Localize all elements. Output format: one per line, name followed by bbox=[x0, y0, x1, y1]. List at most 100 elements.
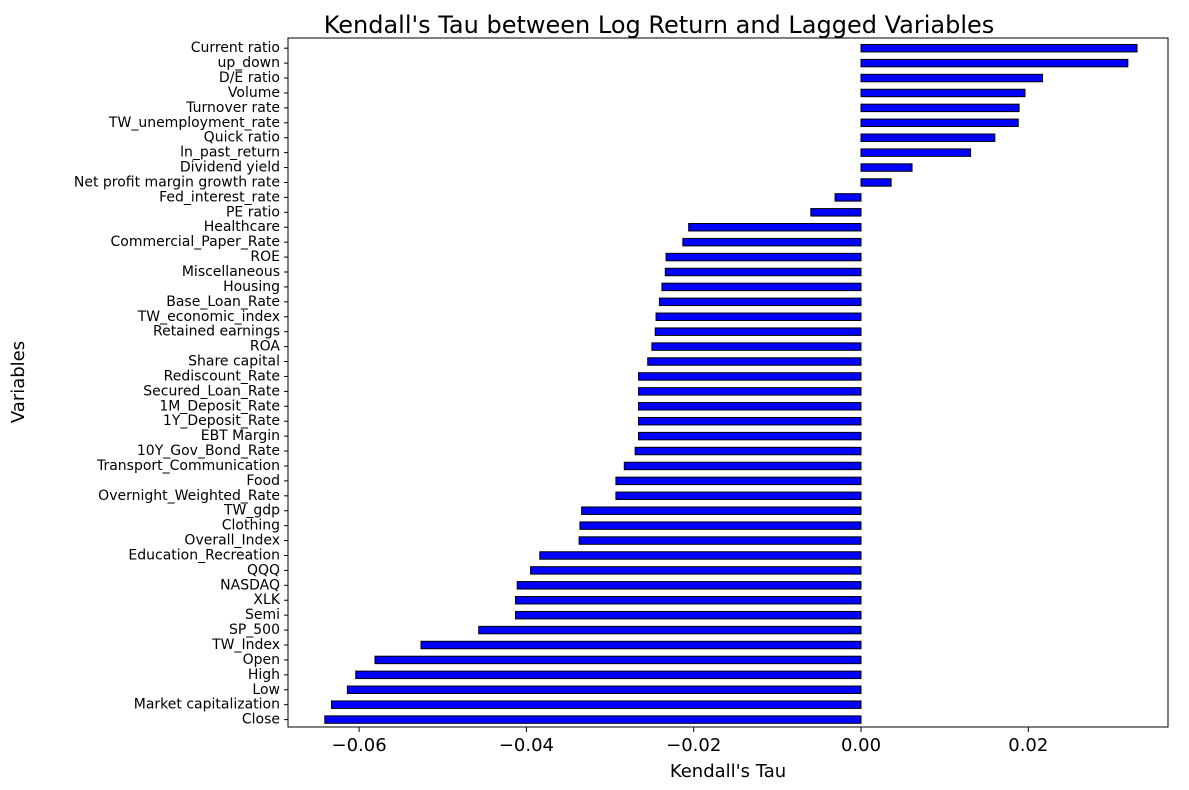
y-tick-label: TW_gdp bbox=[223, 503, 280, 519]
y-tick-label: Clothing bbox=[222, 518, 280, 534]
y-tick-label: 10Y_Gov_Bond_Rate bbox=[137, 443, 280, 459]
y-tick-label: High bbox=[248, 667, 280, 683]
bar bbox=[688, 223, 862, 232]
y-tick-label: Turnover rate bbox=[185, 100, 280, 116]
x-axis-title: Kendall's Tau bbox=[670, 761, 786, 782]
plot-frame bbox=[287, 37, 1169, 728]
y-tick-label: 1M_Deposit_Rate bbox=[159, 398, 280, 414]
bar bbox=[860, 118, 1019, 128]
y-tick-label: Commercial_Paper_Rate bbox=[111, 234, 280, 250]
bar bbox=[637, 416, 862, 426]
bar bbox=[634, 446, 862, 456]
y-tick-label: Base_Loan_Rate bbox=[166, 294, 280, 310]
y-tick-label: Open bbox=[243, 652, 280, 668]
y-tick-label: Close bbox=[242, 712, 280, 728]
y-tick-label: Secured_Loan_Rate bbox=[143, 383, 280, 399]
bar bbox=[330, 700, 862, 709]
bar bbox=[637, 372, 862, 381]
y-tick-label: Market capitalization bbox=[134, 697, 280, 713]
bar bbox=[651, 342, 862, 351]
y-tick-label: Miscellaneous bbox=[182, 264, 280, 280]
bar bbox=[578, 536, 862, 545]
bar bbox=[355, 670, 862, 680]
x-axis-ticks: −0.06 −0.04 −0.02 0.00 0.02 bbox=[332, 727, 1048, 756]
bar bbox=[637, 387, 862, 396]
bar bbox=[860, 43, 1138, 53]
bar bbox=[860, 88, 1026, 98]
bar bbox=[581, 506, 862, 515]
y-tick-label: Net profit margin growth rate bbox=[74, 174, 280, 190]
y-tick-label: Rediscount_Rate bbox=[164, 368, 280, 384]
bar bbox=[654, 327, 862, 336]
y-tick-label: ROE bbox=[250, 249, 280, 265]
bar bbox=[615, 491, 862, 501]
y-tick-label: Housing bbox=[223, 279, 280, 295]
bars-group bbox=[324, 43, 1138, 724]
y-tick-label: SP_500 bbox=[229, 622, 280, 638]
y-tick-label: Healthcare bbox=[204, 219, 280, 235]
bar bbox=[647, 357, 862, 366]
y-tick-label: Overnight_Weighted_Rate bbox=[98, 488, 280, 504]
bar bbox=[658, 297, 862, 307]
y-tick-label: NASDAQ bbox=[220, 577, 280, 593]
y-tick-label: Low bbox=[252, 682, 280, 698]
bar bbox=[860, 103, 1020, 113]
bar bbox=[860, 73, 1044, 83]
y-tick-label: TW_Index bbox=[211, 637, 280, 653]
bar bbox=[478, 625, 862, 635]
bar bbox=[664, 267, 862, 277]
y-tick-label: PE ratio bbox=[226, 204, 280, 220]
x-tick-label: 0.02 bbox=[1008, 735, 1048, 756]
bar bbox=[860, 58, 1129, 68]
bar bbox=[539, 551, 862, 560]
x-tick-label: 0.00 bbox=[841, 735, 881, 756]
y-tick-label: D/E ratio bbox=[219, 70, 280, 86]
bar bbox=[665, 252, 862, 262]
bar bbox=[860, 163, 913, 172]
y-tick-label: QQQ bbox=[247, 562, 280, 578]
y-tick-label: Education_Recreation bbox=[128, 547, 280, 563]
bar bbox=[860, 178, 892, 187]
y-tick-label: Transport_Communication bbox=[96, 458, 280, 474]
y-tick-label: ln_past_return bbox=[180, 145, 280, 161]
y-tick-label: up_down bbox=[217, 55, 280, 71]
bar bbox=[516, 581, 862, 590]
y-tick-label: Share capital bbox=[188, 354, 280, 370]
bar bbox=[661, 282, 862, 292]
bar bbox=[637, 431, 862, 441]
bar bbox=[834, 193, 862, 202]
y-tick-label: Quick ratio bbox=[204, 130, 280, 146]
bar bbox=[637, 402, 862, 411]
y-tick-label: Current ratio bbox=[191, 40, 280, 56]
bar bbox=[623, 461, 862, 471]
bar bbox=[420, 640, 862, 650]
y-tick-label: XLK bbox=[253, 592, 280, 608]
y-tick-label: 1Y_Deposit_Rate bbox=[163, 413, 280, 429]
bar bbox=[324, 715, 862, 724]
y-tick-label: TW_unemployment_rate bbox=[108, 115, 280, 131]
bar bbox=[810, 208, 862, 217]
bar bbox=[579, 521, 862, 530]
y-axis-title: Variables bbox=[8, 341, 29, 423]
bar bbox=[615, 476, 862, 486]
y-tick-label: Retained earnings bbox=[153, 324, 280, 340]
bar bbox=[682, 237, 862, 247]
bar bbox=[530, 566, 862, 575]
x-tick-label: −0.02 bbox=[666, 735, 721, 756]
bar bbox=[655, 312, 862, 321]
y-tick-label: Semi bbox=[245, 607, 280, 623]
x-tick-label: −0.06 bbox=[332, 735, 387, 756]
y-tick-label: Overall_Index bbox=[184, 533, 280, 549]
y-tick-label: Dividend yield bbox=[180, 160, 280, 176]
bar bbox=[515, 596, 862, 605]
bar bbox=[374, 655, 862, 665]
y-tick-label: Fed_interest_rate bbox=[159, 189, 280, 205]
bar bbox=[515, 610, 862, 620]
y-tick-label: Volume bbox=[228, 85, 280, 101]
chart-title: Kendall's Tau between Log Return and Lag… bbox=[324, 11, 995, 39]
y-tick-label: EBT Margin bbox=[201, 428, 280, 444]
bar bbox=[860, 148, 972, 157]
x-tick-label: −0.04 bbox=[499, 735, 554, 756]
